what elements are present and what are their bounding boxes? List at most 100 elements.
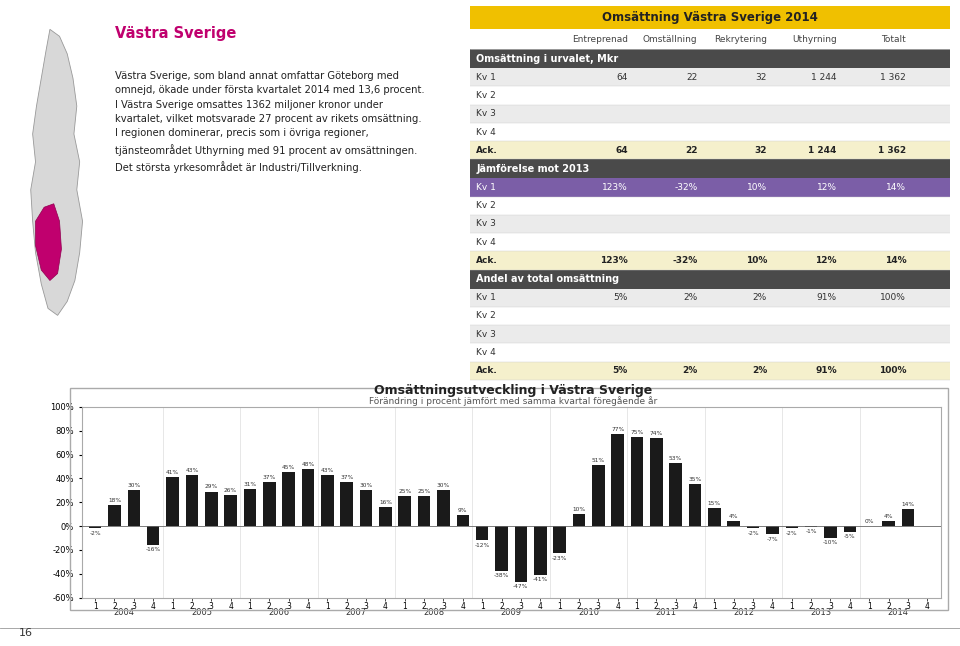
Text: 2%: 2% [683,366,697,375]
Text: 2014: 2014 [888,609,909,618]
Bar [470,251,950,269]
Text: Kv 1: Kv 1 [476,293,496,302]
Text: 74%: 74% [650,431,663,436]
Text: -2%: -2% [747,530,759,536]
Bar [631,437,643,526]
Bar [470,289,950,307]
Text: 123%: 123% [602,183,628,192]
Text: -12%: -12% [474,543,490,548]
Bar [437,490,449,526]
Text: 2005: 2005 [191,609,212,618]
Bar [89,526,102,528]
Text: Jämförelse mot 2013: Jämförelse mot 2013 [476,164,589,174]
Text: 75%: 75% [631,430,643,435]
Text: 2008: 2008 [423,609,444,618]
Text: 37%: 37% [263,475,276,480]
Text: -32%: -32% [672,256,697,265]
Text: Rekrytering: Rekrytering [714,35,767,44]
Text: 30%: 30% [437,483,450,488]
Bar [147,526,159,545]
Text: 2009: 2009 [501,609,521,618]
Bar [457,516,469,526]
Text: Omställning: Omställning [643,35,697,44]
Bar [379,507,392,526]
Bar [185,475,198,526]
Bar [470,233,950,251]
Text: Kv 3: Kv 3 [476,109,496,118]
Text: 10%: 10% [572,507,586,512]
Text: -38%: -38% [493,574,509,578]
Text: 4%: 4% [884,514,894,519]
Text: -32%: -32% [674,183,697,192]
Text: 25%: 25% [418,489,431,494]
Text: -10%: -10% [823,540,838,545]
Text: 2010: 2010 [578,609,599,618]
Text: Uthyrning: Uthyrning [792,35,836,44]
Text: 2013: 2013 [810,609,831,618]
Text: 10%: 10% [747,183,767,192]
Bar [205,492,218,526]
Text: 18%: 18% [108,497,121,503]
Text: 2%: 2% [752,366,767,375]
Polygon shape [31,29,83,315]
Bar [470,178,950,196]
Text: 22: 22 [686,73,697,81]
Bar [470,307,950,325]
Text: Kv 2: Kv 2 [476,91,496,100]
Text: Västra Sverige: Västra Sverige [115,26,236,41]
Text: 12%: 12% [817,183,836,192]
Text: 2011: 2011 [656,609,677,618]
Text: 12%: 12% [815,256,836,265]
Text: 14%: 14% [901,503,915,507]
Text: 48%: 48% [301,462,315,467]
Text: Entreprenad: Entreprenad [572,35,628,44]
Text: 1 244: 1 244 [811,73,836,81]
Bar [321,475,334,526]
Text: Kv 1: Kv 1 [476,183,496,192]
Text: 2007: 2007 [346,609,367,618]
Text: 43%: 43% [185,468,199,473]
Text: 1 244: 1 244 [808,146,836,155]
Bar [166,477,179,526]
Bar [470,325,950,344]
Text: 35%: 35% [688,477,702,483]
Bar [360,490,372,526]
Bar [476,526,489,540]
Text: 32: 32 [756,73,767,81]
Bar [263,482,276,526]
Text: 30%: 30% [128,483,140,488]
Bar [470,87,950,105]
Text: -41%: -41% [533,577,548,582]
Text: 22: 22 [684,146,697,155]
Text: 51%: 51% [591,458,605,463]
Text: 26%: 26% [224,488,237,493]
Bar [804,526,817,527]
Text: 43%: 43% [321,468,334,473]
Polygon shape [36,203,61,280]
Text: Ack.: Ack. [476,146,498,155]
Text: 14%: 14% [886,183,906,192]
Bar [728,521,740,526]
Text: 2012: 2012 [732,609,754,618]
Bar [785,526,798,528]
Bar [650,438,662,526]
Bar [470,105,950,123]
Text: 15%: 15% [708,501,721,506]
Text: 53%: 53% [669,456,683,461]
Bar [470,141,950,160]
Bar [766,526,779,534]
Bar [669,463,682,526]
Bar [470,269,950,289]
Text: Kv 4: Kv 4 [476,238,496,247]
Text: -16%: -16% [146,547,160,552]
Text: 31%: 31% [244,482,256,487]
Text: 2%: 2% [753,293,767,302]
Bar [470,215,950,233]
Text: 16%: 16% [379,500,392,505]
Bar [495,526,508,571]
Text: 91%: 91% [815,366,836,375]
Text: 14%: 14% [884,256,906,265]
Bar [470,6,950,29]
Bar [573,514,586,526]
Text: -47%: -47% [514,584,529,589]
